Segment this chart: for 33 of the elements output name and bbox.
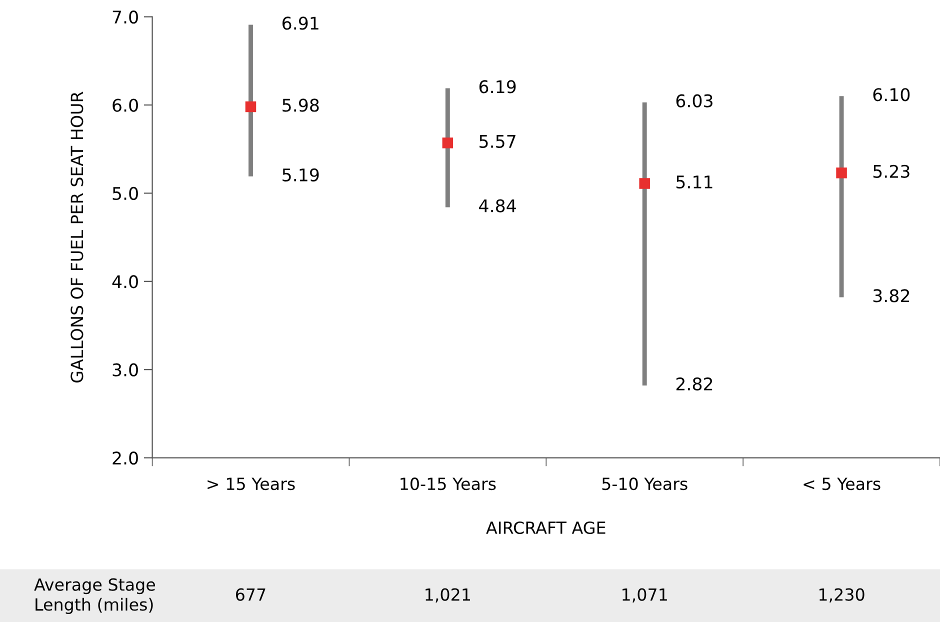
annotation: 6.91 (282, 16, 318, 30)
y-tick-label: 7.0 (112, 10, 138, 24)
y-tick-label: 4.0 (112, 275, 138, 288)
point (836, 168, 847, 178)
annotation: 3.82 (873, 289, 910, 302)
x-tick-label: 10-15 Years (400, 478, 496, 490)
annotation: 6.03 (676, 94, 712, 108)
data-label: 5.23 (873, 164, 910, 178)
annotation: 6.19 (479, 80, 516, 94)
text: Average Stage Length (miles) (34, 578, 156, 614)
point (442, 138, 454, 148)
annotation: 5.19 (282, 168, 319, 182)
annotation: 2.82 (676, 377, 712, 391)
y-axis-title: GALLONS OF FUEL PER SEAT HOUR (70, 92, 84, 382)
point (245, 101, 256, 112)
text: 1,230 (820, 588, 864, 603)
text: 1,021 (426, 588, 470, 603)
y-tick-label: 3.0 (112, 363, 138, 376)
x-tick-label: < 5 Years (804, 478, 880, 490)
x-tick-label: > 15 Years (208, 478, 295, 490)
data-label: 5.11 (676, 176, 712, 189)
text: 1,071 (622, 588, 667, 603)
data-label: 5.57 (480, 135, 516, 148)
data-label: 5.98 (282, 98, 319, 112)
annotation: 4.84 (479, 199, 516, 212)
y-tick-label: 2.0 (112, 452, 138, 465)
y-tick-label: 5.0 (112, 186, 138, 200)
x-axis-title: AIRCRAFT AGE (486, 521, 606, 534)
annotation: 6.10 (873, 88, 910, 102)
text: 677 (236, 588, 266, 601)
point (639, 178, 650, 189)
x-tick-label: 5-10 Years (602, 478, 688, 490)
y-tick-label: 6.0 (112, 98, 138, 112)
